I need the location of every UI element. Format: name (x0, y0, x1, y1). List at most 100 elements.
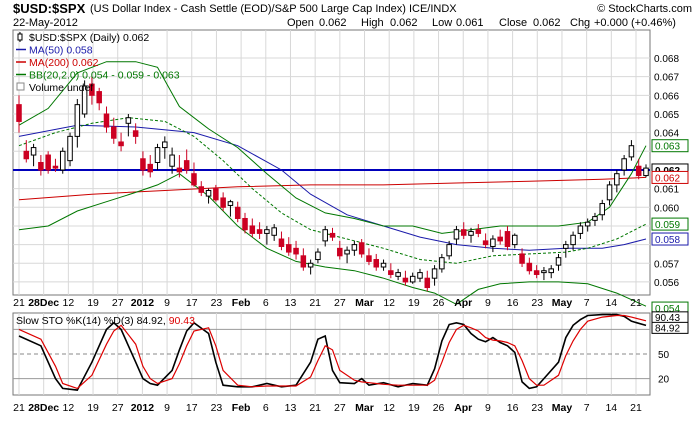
sto-title-main: Slow STO %K(14) %D(3) 84.92, (16, 315, 169, 327)
x-tick-label: 27 (334, 402, 346, 414)
x-tick-label: 23 (531, 402, 543, 414)
candle-body (96, 91, 102, 104)
candle-body (577, 225, 584, 234)
x-tick-label: Feb (232, 297, 251, 309)
x-tick-label: 2012 (131, 402, 155, 414)
copyright-link[interactable]: © StockCharts.com (597, 3, 692, 15)
x-tick-label: 16 (507, 402, 519, 414)
candle-body (89, 83, 95, 96)
candle-body (533, 270, 540, 275)
candle-body (234, 206, 241, 219)
x-tick-label: 28Dec (28, 297, 59, 309)
value-badge (651, 139, 689, 153)
open-label: Open (287, 17, 314, 29)
candle-body (344, 249, 350, 255)
candle-body (315, 251, 321, 261)
candle-body (307, 262, 314, 268)
series-stok (18, 313, 647, 391)
candle-body (169, 154, 175, 167)
x-tick-label: 21 (13, 402, 25, 414)
x-tick-label: Apr (454, 297, 472, 309)
x-tick-label: 13 (285, 402, 297, 414)
candle-body (111, 126, 117, 139)
sto-value-badge-label: 90.43 (655, 313, 680, 324)
candle-body (176, 167, 183, 173)
candle-body (628, 145, 635, 158)
value-badge-label: 0.063 (655, 142, 680, 153)
candle-body (183, 160, 190, 171)
x-tick-label: 17 (186, 402, 198, 414)
candle-body (67, 135, 73, 162)
candle-body (497, 236, 503, 242)
candle-body (563, 244, 569, 249)
candle-body (643, 167, 649, 177)
candle-body (635, 165, 642, 177)
candle-body (460, 229, 467, 236)
candle-body (337, 247, 343, 257)
x-tick-label: 21 (309, 402, 321, 414)
candle-body (147, 163, 153, 173)
x-tick-label: 23 (531, 297, 543, 309)
candle-body (205, 189, 212, 197)
candle-body (213, 188, 219, 201)
value-badge (651, 170, 689, 184)
candle-body (614, 173, 620, 186)
y-tick-label: 0.057 (654, 259, 679, 270)
chg-label: Chg (570, 17, 591, 29)
candle-body (351, 244, 358, 251)
candle-body (300, 255, 307, 268)
candle-body (125, 117, 132, 124)
candle-body (285, 244, 292, 253)
legend-item-label: MA(50) 0.058 (29, 45, 93, 57)
x-tick-label: May (552, 402, 573, 414)
candle-body (621, 158, 627, 171)
value-badge (651, 217, 689, 231)
candle-body (431, 268, 438, 279)
legend-box-icon (16, 82, 25, 91)
legend-item-label: MA(200) 0.062 (29, 57, 99, 69)
x-tick-label: 2012 (131, 297, 155, 309)
candle-body (388, 270, 394, 275)
x-tick-label: 19 (87, 297, 99, 309)
x-tick-label: 21 (630, 402, 642, 414)
x-tick-label: Mar (355, 402, 374, 414)
value-badge-label: 0.059 (655, 220, 680, 231)
candle-body (329, 232, 336, 238)
legend-item-label: $USD:$SPX (Daily) 0.062 (29, 32, 149, 44)
candle-body (439, 257, 445, 270)
y-tick-label: 0.065 (654, 110, 679, 121)
x-tick-label: 9 (164, 297, 170, 309)
x-tick-label: 27 (112, 402, 124, 414)
legend-item-label: Volume undef (29, 82, 93, 94)
candle-body (52, 165, 59, 169)
candle-body (409, 275, 416, 283)
candle-body (541, 270, 547, 274)
candle-body (293, 247, 299, 255)
candle-body (162, 141, 168, 149)
x-tick-label: 7 (584, 402, 590, 414)
x-tick-label: 21 (630, 297, 642, 309)
candle-body (504, 231, 511, 247)
candle-body (140, 158, 146, 171)
x-tick-label: 6 (263, 297, 269, 309)
x-tick-label: Feb (232, 402, 251, 414)
x-tick-label: 12 (383, 297, 395, 309)
candle-body (402, 277, 409, 283)
candle-body (322, 229, 328, 242)
series-ma-200- (18, 176, 647, 201)
candle-body (45, 154, 51, 171)
x-tick-label: 19 (87, 402, 99, 414)
value-badge-label: 0.062 (655, 173, 680, 184)
value-badge-label: 0.054 (655, 304, 680, 315)
candle-body (271, 227, 277, 236)
candle-body (606, 184, 613, 201)
candle-body (548, 268, 554, 274)
open-value: 0.062 (319, 17, 347, 29)
low-label: Low (432, 17, 453, 29)
x-tick-label: May (552, 297, 573, 309)
y-tick-label: 0.060 (654, 203, 679, 214)
x-tick-label: 27 (112, 297, 124, 309)
candle-body (584, 221, 591, 227)
